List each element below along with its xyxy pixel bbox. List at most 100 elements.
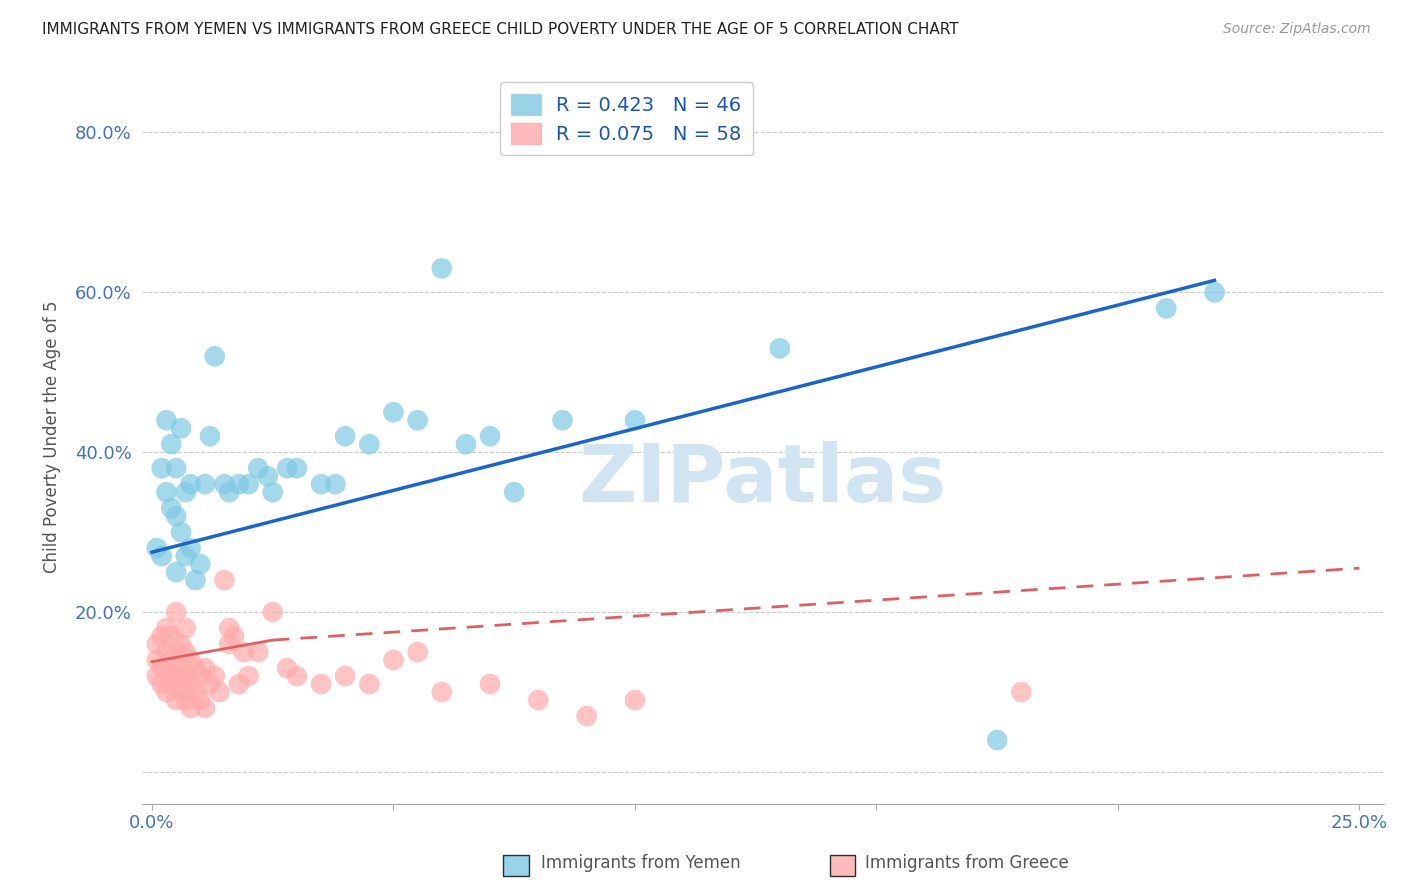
Point [160,629,183,643]
Point [228,677,250,691]
Point [430,261,453,276]
Point [165,693,187,707]
Point [180,701,202,715]
Point [174,621,197,635]
Point [575,709,598,723]
Point [180,653,202,667]
Point [174,549,197,564]
Point [232,645,254,659]
Point [406,645,429,659]
Point [204,669,226,683]
Point [160,437,183,451]
Point [986,733,1008,747]
Text: ZIPatlas: ZIPatlas [579,442,948,519]
Point [333,669,356,683]
Point [180,677,202,691]
Point [194,477,217,491]
Point [155,485,177,500]
Point [155,661,177,675]
Point [165,605,187,619]
Point [382,405,405,419]
Point [262,605,284,619]
Point [262,485,284,500]
Point [146,541,169,556]
Point [382,653,405,667]
Point [214,573,236,587]
Point [406,413,429,427]
Text: Immigrants from Greece: Immigrants from Greece [865,855,1069,872]
Point [174,693,197,707]
Point [218,621,240,635]
Point [165,645,187,659]
Point [218,637,240,651]
Point [238,477,260,491]
Point [257,469,280,483]
Point [146,653,169,667]
Point [198,677,221,691]
Point [479,677,502,691]
Point [184,685,207,699]
Point [359,677,381,691]
Point [174,645,197,659]
Point [198,429,221,443]
Point [208,685,231,699]
Point [150,461,173,475]
Point [325,477,347,491]
Point [170,525,193,540]
Point [150,677,173,691]
Point [150,549,173,564]
Point [188,693,211,707]
Point [228,477,250,491]
Point [184,573,207,587]
Point [155,645,177,659]
Point [170,637,193,651]
Y-axis label: Child Poverty Under the Age of 5: Child Poverty Under the Age of 5 [44,300,60,573]
Point [194,701,217,715]
Text: Immigrants from Yemen: Immigrants from Yemen [541,855,741,872]
Point [551,413,574,427]
Point [1156,301,1178,316]
Point [503,485,526,500]
Point [188,669,211,683]
Point [165,565,187,579]
Point [247,461,270,475]
Point [285,669,308,683]
Point [218,485,240,500]
Point [180,541,202,556]
Point [155,685,177,699]
Point [170,661,193,675]
Point [309,477,332,491]
Point [160,677,183,691]
Point [624,693,647,707]
Point [285,461,308,475]
Point [174,485,197,500]
Point [479,429,502,443]
Point [170,685,193,699]
Point [184,661,207,675]
Point [454,437,477,451]
Point [155,413,177,427]
Point [170,421,193,435]
Point [155,621,177,635]
Point [165,669,187,683]
Text: IMMIGRANTS FROM YEMEN VS IMMIGRANTS FROM GREECE CHILD POVERTY UNDER THE AGE OF 5: IMMIGRANTS FROM YEMEN VS IMMIGRANTS FROM… [42,22,959,37]
Point [624,413,647,427]
Point [214,477,236,491]
Point [165,461,187,475]
Point [527,693,550,707]
Point [174,669,197,683]
Point [247,645,270,659]
Point [146,637,169,651]
Point [769,341,792,355]
Point [430,685,453,699]
Point [146,669,169,683]
Text: Source: ZipAtlas.com: Source: ZipAtlas.com [1223,22,1371,37]
Point [165,509,187,524]
Point [238,669,260,683]
Point [150,629,173,643]
Point [333,429,356,443]
Point [188,557,211,571]
Point [1010,685,1032,699]
Point [194,661,217,675]
Legend: R = 0.423   N = 46, R = 0.075   N = 58: R = 0.423 N = 46, R = 0.075 N = 58 [499,82,754,155]
